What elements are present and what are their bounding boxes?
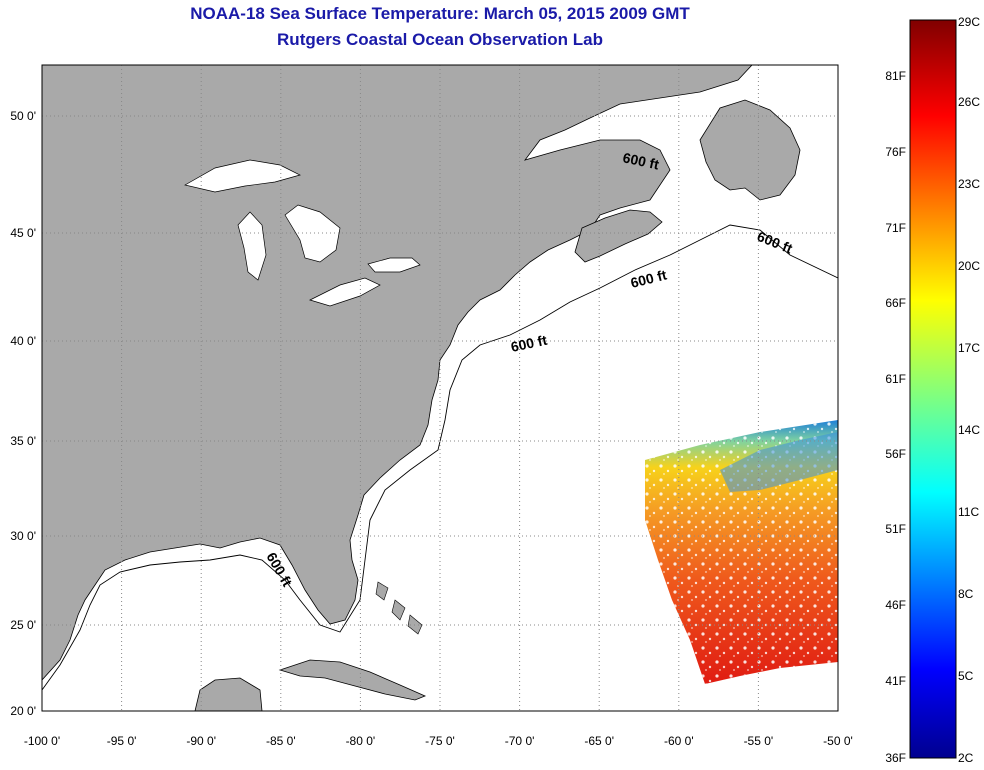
landmass-north-america <box>42 65 753 681</box>
colorbar-celsius-label: 29C <box>958 15 980 29</box>
longitude-tick-label: -80 0' <box>346 734 376 748</box>
longitude-tick-label: -60 0' <box>664 734 694 748</box>
colorbar-fahrenheit-label: 81F <box>885 69 906 83</box>
colorbar-fahrenheit-label: 61F <box>885 372 906 386</box>
map-frame <box>41 64 839 712</box>
colorbar-fahrenheit-label: 71F <box>885 221 906 235</box>
colorbar-fahrenheit-label: 56F <box>885 447 906 461</box>
map-title: NOAA-18 Sea Surface Temperature: March 0… <box>190 4 690 23</box>
landmass-nova-scotia <box>574 209 663 263</box>
landmass-yucatan <box>194 677 263 711</box>
isobath-600ft-contour <box>42 224 838 691</box>
colorbar-fahrenheit-label: 36F <box>885 751 906 765</box>
latitude-tick-label: 20 0' <box>10 704 36 718</box>
longitude-tick-label: -90 0' <box>186 734 216 748</box>
colorbar-celsius-labels: 29C 26C 23C 20C 17C 14C 11C 8C 5C 2C <box>958 15 980 765</box>
latitude-tick-label: 25 0' <box>10 618 36 632</box>
colorbar-fahrenheit-label: 76F <box>885 145 906 159</box>
longitude-tick-label: -100 0' <box>24 734 60 748</box>
isobath-label: 600 ft <box>621 149 660 172</box>
landmass-cuba <box>278 659 427 701</box>
colorbar-celsius-label: 26C <box>958 95 980 109</box>
longitude-tick-label: -85 0' <box>266 734 296 748</box>
latitude-ticks: 50 0' 45 0' 40 0' 35 0' 30 0' 25 0' 20 0' <box>10 109 36 718</box>
sst-satellite-swath <box>645 420 838 684</box>
colorbar-celsius-label: 11C <box>958 505 979 519</box>
map-subtitle: Rutgers Coastal Ocean Observation Lab <box>277 30 603 49</box>
colorbar-fahrenheit-label: 46F <box>885 598 906 612</box>
longitude-tick-label: -50 0' <box>823 734 853 748</box>
colorbar-fahrenheit-label: 41F <box>885 674 906 688</box>
colorbar-celsius-label: 5C <box>958 669 974 683</box>
colorbar-celsius-label: 20C <box>958 259 980 273</box>
colorbar-celsius-label: 23C <box>958 177 980 191</box>
colorbar-celsius-label: 17C <box>958 341 980 355</box>
colorbar-celsius-label: 2C <box>958 751 974 765</box>
longitude-tick-label: -55 0' <box>744 734 774 748</box>
colorbar-celsius-label: 14C <box>958 423 980 437</box>
longitude-tick-label: -75 0' <box>425 734 455 748</box>
latitude-tick-label: 45 0' <box>10 226 36 240</box>
lat-lon-grid <box>42 65 838 711</box>
colorbar-fahrenheit-label: 51F <box>885 522 906 536</box>
latitude-tick-label: 35 0' <box>10 434 36 448</box>
longitude-tick-label: -95 0' <box>107 734 137 748</box>
colorbar-fahrenheit-label: 66F <box>885 296 906 310</box>
isobath-label: 600 ft <box>509 332 548 355</box>
longitude-tick-label: -65 0' <box>584 734 614 748</box>
colorbar-fahrenheit-labels: 81F 76F 71F 66F 61F 56F 51F 46F 41F 36F <box>885 69 906 765</box>
great-lakes <box>184 159 421 307</box>
bahamas-islands <box>375 581 423 635</box>
landmass-newfoundland <box>699 99 801 201</box>
latitude-tick-label: 30 0' <box>10 529 36 543</box>
latitude-tick-label: 40 0' <box>10 334 36 348</box>
longitude-ticks: -100 0' -95 0' -90 0' -85 0' -80 0' -75 0' -70… <box>24 734 853 748</box>
latitude-tick-label: 50 0' <box>10 109 36 123</box>
colorbar-celsius-label: 8C <box>958 587 974 601</box>
longitude-tick-label: -70 0' <box>505 734 535 748</box>
colorbar <box>909 19 957 759</box>
